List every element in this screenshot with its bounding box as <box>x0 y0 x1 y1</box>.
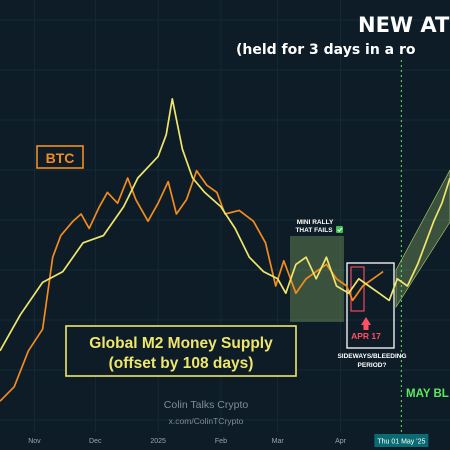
sideways-line2: PERIOD? <box>358 362 387 369</box>
cursor-date-label: Thu 01 May '25 <box>377 439 425 446</box>
check-icon <box>336 226 343 233</box>
chart-subtitle: (held for 3 days in a ro <box>236 42 416 58</box>
sideways-line1: SIDEWAYS/BLEEDING <box>337 353 406 360</box>
btc-label: BTC <box>46 150 75 166</box>
x-tick-label: 2025 <box>150 438 166 445</box>
chart-title: NEW AT <box>358 13 450 37</box>
watermark-handle: x.com/ColinTCrypto <box>169 416 244 426</box>
series-lines <box>0 97 450 402</box>
btc-label-box <box>36 145 84 169</box>
sideways-box <box>346 262 395 349</box>
m2-label-box <box>65 325 297 377</box>
m2-label-line1: Global M2 Money Supply <box>89 335 273 352</box>
m2-line <box>0 97 450 352</box>
cursor-date-box <box>374 434 429 447</box>
x-tick-label: Apr <box>335 438 347 445</box>
mini-rally-line2: THAT FAILS <box>295 227 333 234</box>
apr17-label: APR 17 <box>351 331 381 341</box>
x-tick-label: Dec <box>89 438 102 445</box>
projection-channel <box>395 169 450 309</box>
x-tick-label: Feb <box>215 438 227 445</box>
btc-line <box>0 169 384 402</box>
up-arrow-icon <box>361 317 371 330</box>
watermark-name: Colin Talks Crypto <box>164 399 249 411</box>
x-tick-label: Nov <box>28 438 41 445</box>
x-axis: Nov Dec 2025 Feb Mar Apr <box>28 438 346 445</box>
check-mark <box>337 227 343 233</box>
mini-rally-line1: MINI RALLY <box>297 219 334 226</box>
m2-label-line2: (offset by 108 days) <box>109 355 254 372</box>
may-label: MAY BL <box>406 388 449 400</box>
x-tick-label: Mar <box>272 438 285 445</box>
